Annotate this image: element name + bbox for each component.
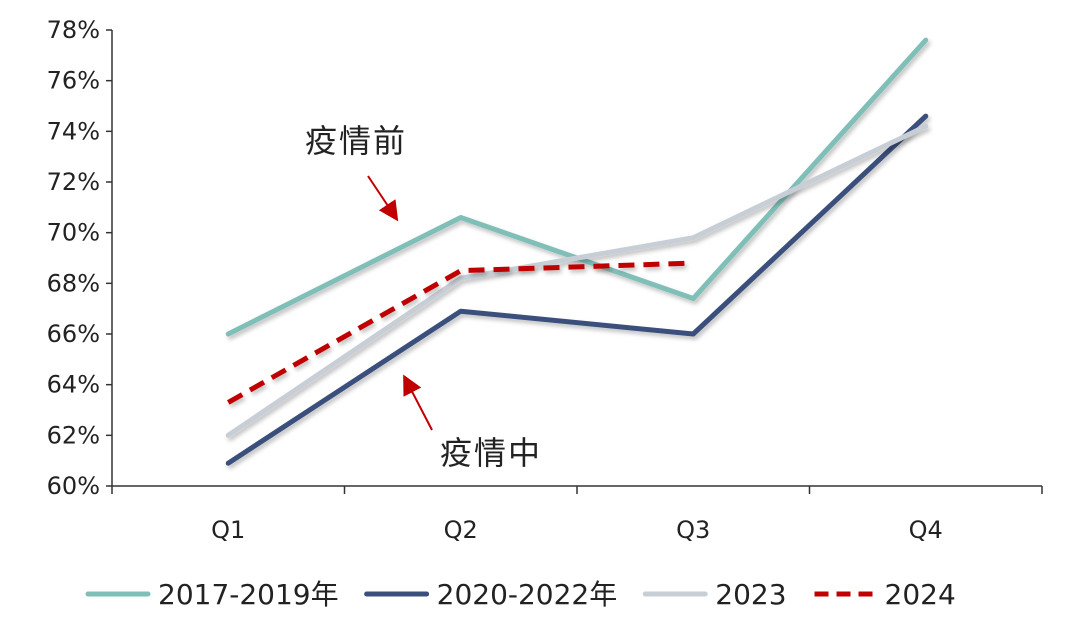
legend-label-3: 2024 <box>885 578 956 611</box>
x-tick-label: Q4 <box>909 516 943 544</box>
y-tick-label: 74% <box>47 117 100 145</box>
annotation-during-pandemic-arrow <box>403 374 433 431</box>
annotation-during-pandemic: 疫情中 <box>403 374 542 472</box>
y-tick-label: 72% <box>47 168 100 196</box>
series-line-2 <box>225 123 929 438</box>
x-tick-label: Q3 <box>676 516 710 544</box>
y-tick-label: 66% <box>47 320 100 348</box>
y-tick-label: 64% <box>47 371 100 399</box>
annotation-during-pandemic-label: 疫情中 <box>440 434 542 472</box>
x-tick-label: Q1 <box>211 516 245 544</box>
y-tick-label: 76% <box>47 67 100 95</box>
legend-label-2: 2023 <box>715 578 786 611</box>
y-tick-label: 68% <box>47 269 100 297</box>
annotation-pre-pandemic-arrow <box>367 175 399 222</box>
series-lines <box>225 37 929 466</box>
series-line-3 <box>227 260 694 405</box>
series-line-1 <box>225 113 929 466</box>
y-tick-label: 70% <box>47 219 100 247</box>
y-tick-label: 78% <box>47 16 100 44</box>
series-line-0 <box>225 37 929 337</box>
x-tick-label: Q2 <box>444 516 478 544</box>
axes: 60% 62% 64% 66% 68% 70% 72% 74% 76% 78% Q1 Q2 Q3 Q4 <box>47 16 1043 544</box>
y-tick-label: 62% <box>47 421 100 449</box>
y-tick-label: 60% <box>47 472 100 500</box>
annotation-pre-pandemic-label: 疫情前 <box>305 122 407 160</box>
legend: 2017-2019年 2020-2022年 2023 2024 <box>85 578 956 611</box>
annotation-pre-pandemic: 疫情前 <box>305 122 407 222</box>
legend-label-0: 2017-2019年 <box>158 578 339 611</box>
legend-label-1: 2020-2022年 <box>437 578 618 611</box>
